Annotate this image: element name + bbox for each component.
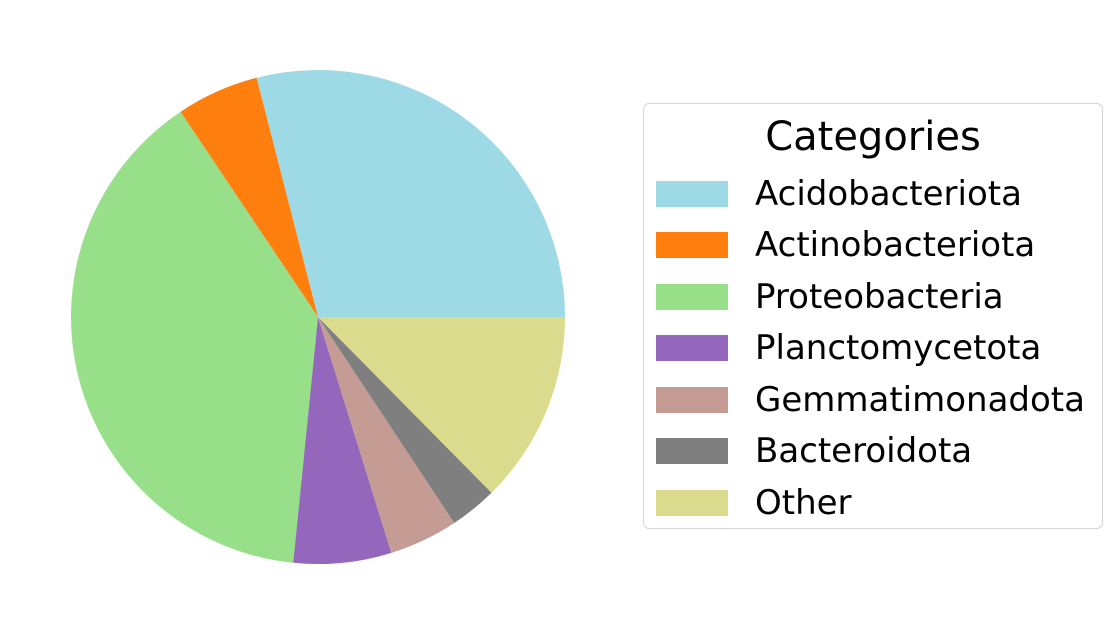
legend-label: Gemmatimonadota <box>755 380 1085 420</box>
legend-swatch <box>656 438 728 464</box>
legend-label: Other <box>755 483 852 523</box>
legend-swatch <box>656 335 728 361</box>
legend-swatch <box>656 181 728 207</box>
pie-slice-planctomycetota <box>293 317 392 564</box>
legend-swatch <box>656 232 728 258</box>
legend-label: Actinobacteriota <box>755 225 1036 265</box>
legend-item-acidobacteriota: Acidobacteriota <box>656 174 1096 214</box>
pie-slice-bacteroidota <box>318 317 492 524</box>
legend-item-other: Other <box>656 483 1096 523</box>
legend-label: Proteobacteria <box>755 277 1004 317</box>
pie-slice-gemmatimonadota <box>318 317 455 553</box>
pie-slice-proteobacteria <box>70 111 318 563</box>
pie-slice-other <box>318 317 565 493</box>
pie-slice-actinobacteriota <box>180 77 318 317</box>
legend-item-bacteroidota: Bacteroidota <box>656 431 1096 471</box>
legend-title: Categories <box>765 114 981 160</box>
legend-label: Planctomycetota <box>755 328 1042 368</box>
legend-item-proteobacteria: Proteobacteria <box>656 277 1096 317</box>
legend-label: Acidobacteriota <box>755 174 1022 214</box>
legend: Categories Acidobacteriota Actinobacteri… <box>643 103 1103 529</box>
legend-item-gemmatimonadota: Gemmatimonadota <box>656 380 1096 420</box>
legend-swatch <box>656 490 728 516</box>
pie-slice-acidobacteriota <box>256 69 565 318</box>
legend-item-planctomycetota: Planctomycetota <box>656 328 1096 368</box>
legend-item-actinobacteriota: Actinobacteriota <box>656 225 1096 265</box>
pie-slices <box>70 69 565 564</box>
legend-label: Bacteroidota <box>755 431 973 471</box>
legend-swatch <box>656 284 728 310</box>
legend-swatch <box>656 387 728 413</box>
